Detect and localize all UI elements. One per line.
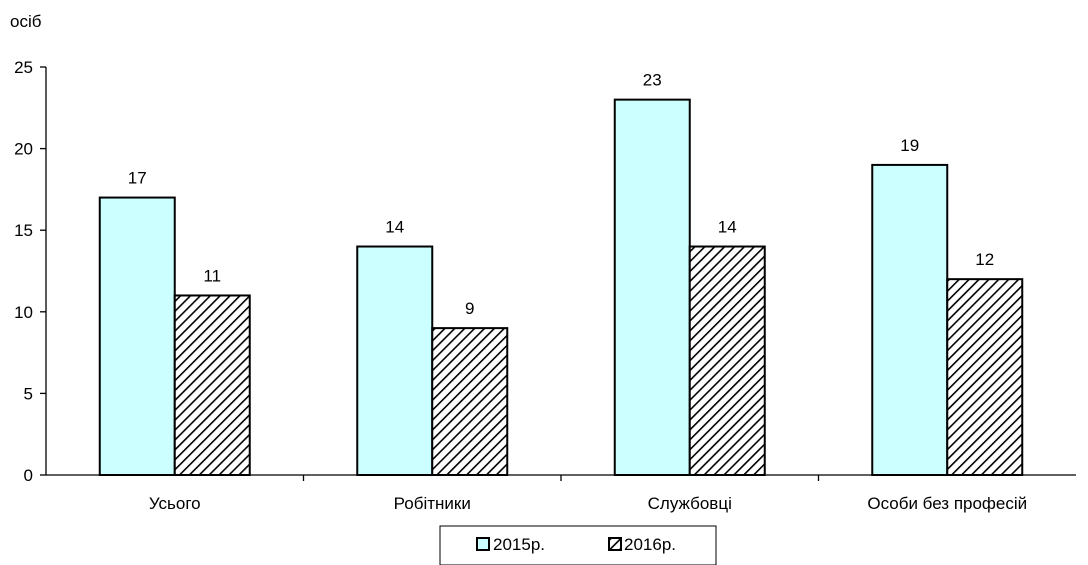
data-label: 11 <box>203 266 221 285</box>
y-tick-label: 15 <box>14 221 33 240</box>
x-tick-label: Службовці <box>648 494 732 513</box>
legend: 2015р. 2016р. <box>439 525 717 565</box>
x-tick-label: Усього <box>149 494 201 513</box>
y-tick-label: 10 <box>14 303 33 322</box>
legend-swatch-2015 <box>476 537 490 551</box>
y-tick-label: 25 <box>14 58 33 77</box>
data-label: 14 <box>718 218 737 237</box>
y-axis-ticks: 0 5 10 15 20 25 <box>14 58 46 485</box>
data-label: 14 <box>385 218 404 237</box>
bar-2016р.-Робітники <box>431 327 509 476</box>
legend-swatch-2016 <box>608 537 622 551</box>
data-label: 12 <box>975 250 994 269</box>
bar-2016р.-Особи без професій <box>946 278 1024 476</box>
bar-2016р.-Усього <box>173 294 251 477</box>
x-axis-labels: Усього Робітники Службовці Особи без профес… <box>149 475 1027 513</box>
bars <box>98 98 1024 477</box>
x-tick-label: Робітники <box>394 494 471 513</box>
y-tick-label: 20 <box>14 140 33 159</box>
data-labels: 17 11 14 9 23 14 19 12 <box>128 71 994 318</box>
data-label: 17 <box>128 169 147 188</box>
bar-2015р.-Робітники <box>356 245 434 476</box>
y-axis-label: осіб <box>10 12 42 31</box>
bar-2015р.-Особи без професій <box>871 163 949 476</box>
data-label: 23 <box>643 71 662 90</box>
x-tick-label: Особи без професій <box>867 494 1027 513</box>
y-tick-label: 0 <box>24 466 33 485</box>
bar-2015р.-Службовці <box>613 98 691 476</box>
data-label: 9 <box>465 299 474 318</box>
legend-label-2016: 2016р. <box>624 535 676 554</box>
data-label: 19 <box>900 136 919 155</box>
y-tick-label: 5 <box>24 384 33 403</box>
legend-label-2015: 2015р. <box>493 535 545 554</box>
bar-2016р.-Службовці <box>688 245 766 476</box>
bar-2015р.-Усього <box>98 196 176 476</box>
